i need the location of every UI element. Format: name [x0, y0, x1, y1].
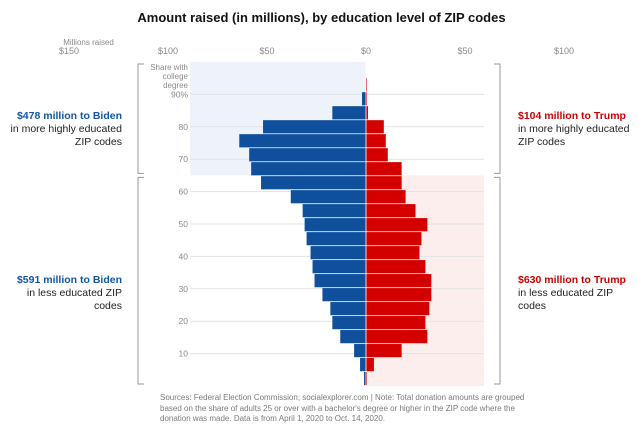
y-tick-label-8: 90%	[171, 89, 188, 99]
bar-trump-9	[366, 246, 420, 260]
bar-biden-20	[362, 92, 366, 106]
y-tick-label-3: 40	[179, 251, 189, 261]
annotation-top-left-highlight: $478 million to Biden	[16, 110, 122, 122]
y-tick-label-5: 60	[179, 187, 189, 197]
bar-trump-8	[366, 260, 426, 274]
bar-biden-18	[263, 120, 366, 134]
y-tick-label-7: 80	[179, 122, 189, 132]
bar-trump-12	[366, 204, 416, 218]
x-tick-label-1: $100	[158, 46, 178, 56]
bar-trump-11	[366, 218, 428, 232]
bar-trump-1	[366, 358, 374, 372]
bar-trump-2	[366, 344, 402, 358]
y-tick-label-4: 50	[179, 219, 189, 229]
bar-trump-21	[366, 78, 367, 92]
y-tick-label-0: 10	[179, 349, 189, 359]
chart-title: Amount raised (in millions), by educatio…	[137, 10, 506, 25]
y-axis-title: Share with college degree	[150, 63, 188, 90]
sources-note: Sources: Federal Election Commission; so…	[160, 393, 525, 423]
annotation-bottom-left-highlight: $591 million to Biden	[16, 274, 122, 286]
annotation-bottom-right-highlight: $630 million to Trump	[518, 274, 626, 286]
annotation-top-right-text: in more highly educated ZIP codes	[518, 123, 630, 148]
bar-biden-16	[249, 148, 366, 162]
x-axis-title: Millions raised	[63, 38, 114, 47]
bracket-top-right	[494, 63, 501, 174]
bar-biden-17	[239, 134, 366, 148]
bar-trump-15	[366, 162, 402, 176]
bar-trump-16	[366, 148, 388, 162]
bar-trump-10	[366, 232, 422, 246]
bar-trump-0	[366, 372, 367, 386]
x-tick-label-5: $100	[554, 46, 574, 56]
bar-biden-3	[340, 330, 366, 344]
bar-biden-19	[332, 106, 366, 120]
bar-trump-20	[366, 92, 367, 106]
bar-biden-5	[330, 302, 366, 316]
bar-trump-17	[366, 134, 386, 148]
bar-biden-7	[314, 274, 366, 288]
annotation-bottom-left: $591 million to Biden in less educated Z…	[4, 274, 122, 313]
annotation-top-left: $478 million to Biden in more highly edu…	[4, 110, 123, 149]
bar-biden-10	[306, 232, 366, 246]
x-tick-label-2: $50	[259, 46, 274, 56]
bar-biden-11	[304, 218, 366, 232]
bracket-top-left	[137, 63, 144, 174]
bracket-bottom-left	[137, 176, 144, 385]
bar-trump-13	[366, 190, 406, 204]
bar-trump-14	[366, 176, 402, 190]
annotation-bottom-right-text: in less educated ZIP codes	[518, 287, 613, 312]
x-tick-label-3: $0	[361, 46, 371, 56]
bar-biden-6	[322, 288, 366, 302]
x-tick-label-0: $150	[59, 46, 79, 56]
bar-biden-2	[354, 344, 366, 358]
bar-trump-4	[366, 316, 426, 330]
annotation-top-left-text: in more highly educated ZIP codes	[10, 123, 123, 148]
bar-biden-0	[364, 372, 366, 386]
annotation-top-right: $104 million to Trump in more highly edu…	[518, 110, 638, 149]
bar-trump-5	[366, 302, 430, 316]
y-tick-label-2: 30	[179, 284, 189, 294]
y-tick-label-1: 20	[179, 316, 189, 326]
bar-trump-6	[366, 288, 432, 302]
bar-biden-9	[310, 246, 366, 260]
bar-biden-15	[251, 162, 366, 176]
bar-biden-12	[302, 204, 366, 218]
bar-biden-14	[261, 176, 366, 190]
y-tick-label-6: 70	[179, 154, 189, 164]
bar-trump-18	[366, 120, 384, 134]
bar-biden-13	[290, 190, 366, 204]
annotation-top-right-highlight: $104 million to Trump	[518, 110, 626, 122]
bar-biden-4	[332, 316, 366, 330]
bar-biden-1	[360, 358, 366, 372]
annotation-bottom-right: $630 million to Trump in less educated Z…	[518, 274, 638, 313]
annotation-bottom-left-text: in less educated ZIP codes	[26, 287, 122, 312]
bar-trump-7	[366, 274, 432, 288]
bar-trump-3	[366, 330, 428, 344]
bar-biden-8	[312, 260, 366, 274]
x-tick-label-4: $50	[457, 46, 472, 56]
bar-trump-19	[366, 106, 368, 120]
bracket-bottom-right	[494, 176, 501, 385]
